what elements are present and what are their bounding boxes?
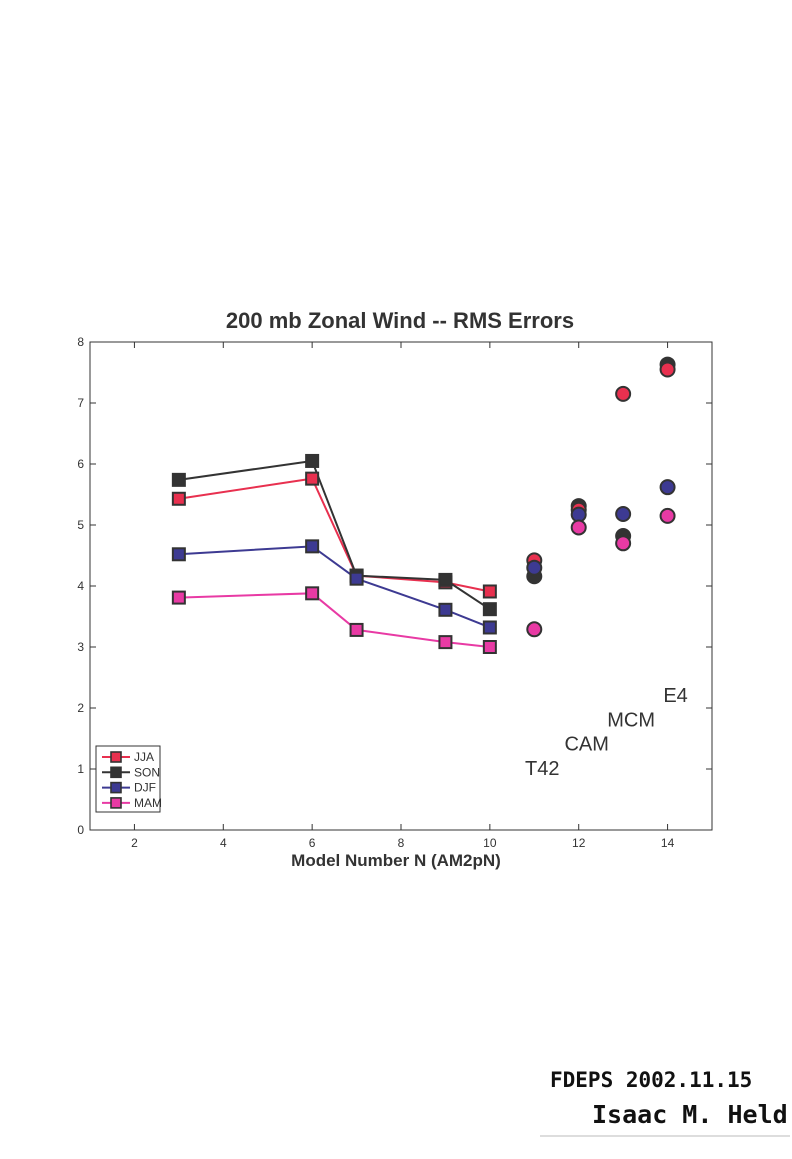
point-mam	[349, 622, 364, 637]
point-jja	[171, 491, 186, 506]
x-tick-label: 12	[572, 836, 586, 850]
y-tick-label: 4	[77, 579, 84, 593]
point-mam	[171, 590, 186, 605]
x-tick-label: 14	[661, 836, 675, 850]
legend-label-jja: JJA	[134, 750, 154, 764]
point-djf	[171, 547, 186, 562]
y-tick-label: 3	[77, 640, 84, 654]
annotation-line2: Isaac M. Held	[592, 1100, 788, 1129]
model-point-t42-djf	[526, 559, 543, 576]
point-mam	[482, 640, 497, 654]
point-jja	[482, 584, 497, 599]
model-point-mcm-djf	[615, 506, 632, 523]
model-point-t42-mam	[526, 621, 543, 638]
model-label-cam: CAM	[564, 734, 608, 756]
model-point-cam-mam	[570, 519, 587, 536]
point-mam	[305, 586, 320, 601]
point-djf	[305, 539, 320, 554]
x-tick-label: 10	[483, 836, 497, 850]
model-label-mcm: MCM	[607, 709, 655, 731]
x-tick-label: 6	[309, 836, 316, 850]
plot-frame	[89, 341, 713, 831]
y-tick-label: 1	[77, 762, 84, 776]
y-tick-label: 8	[77, 335, 84, 349]
legend-marker-mam	[110, 797, 122, 809]
annotation-line1: FDEPS 2002.11.15	[550, 1068, 752, 1092]
x-tick-label: 2	[131, 836, 138, 850]
legend-marker-djf	[110, 781, 122, 794]
model-label-t42: T42	[525, 758, 559, 780]
x-axis-label: Model Number N (AM2pN)	[291, 851, 501, 870]
legend-label-son: SON	[134, 765, 160, 779]
y-tick-label: 5	[77, 518, 84, 532]
model-point-e4-mam	[659, 507, 676, 524]
series-lines	[178, 459, 491, 648]
legend-marker-son	[110, 766, 122, 779]
series-markers	[171, 453, 497, 654]
point-son	[305, 453, 320, 468]
model-label-e4: E4	[663, 685, 687, 707]
point-djf	[349, 571, 364, 586]
y-tick-label: 0	[77, 823, 84, 837]
model-point-mcm-mam	[615, 535, 632, 552]
legend-marker-jja	[110, 751, 122, 763]
legend-label-mam: MAM	[134, 796, 162, 810]
point-mam	[438, 635, 453, 650]
model-point-e4-jja	[659, 361, 676, 378]
point-son	[482, 602, 497, 617]
y-tick-label: 2	[77, 701, 84, 715]
x-tick-label: 8	[398, 836, 405, 850]
point-djf	[482, 620, 497, 635]
y-tick-label: 6	[77, 457, 84, 471]
x-tick-label: 4	[220, 836, 227, 850]
model-point-e4-djf	[659, 479, 676, 496]
point-son	[438, 572, 453, 587]
model-point-mcm-jja	[615, 385, 632, 402]
point-djf	[438, 602, 453, 617]
point-jja	[305, 471, 320, 486]
chart-title: 200 mb Zonal Wind -- RMS Errors	[226, 308, 574, 333]
point-son	[171, 472, 186, 487]
y-tick-label: 7	[77, 396, 84, 410]
legend-label-djf: DJF	[134, 781, 156, 795]
